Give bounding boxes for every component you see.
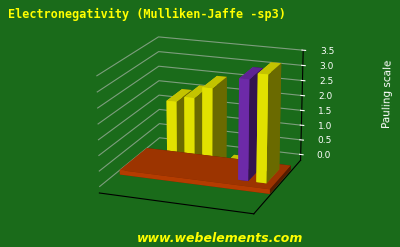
Text: Electronegativity (Mulliken-Jaffe -sp3): Electronegativity (Mulliken-Jaffe -sp3) (8, 7, 286, 21)
Text: www.webelements.com: www.webelements.com (137, 232, 303, 245)
